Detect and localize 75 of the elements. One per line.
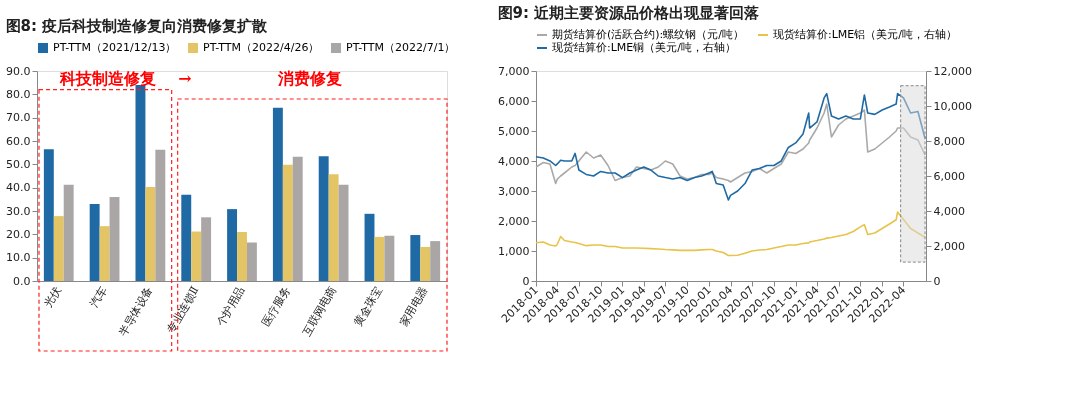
y2-tick-label: 8,000 xyxy=(933,134,965,148)
bar xyxy=(191,231,202,281)
bar xyxy=(145,186,156,281)
y2-tick-label: 10,000 xyxy=(933,99,972,113)
y-tick-label: 10.0 xyxy=(6,251,31,265)
bar xyxy=(430,241,441,281)
y-tick-label: 5,000 xyxy=(498,124,530,138)
bar xyxy=(328,174,339,281)
y-tick-label: 4,000 xyxy=(498,154,530,168)
bar xyxy=(292,156,303,281)
bar xyxy=(53,216,64,281)
bar xyxy=(272,107,283,281)
bar xyxy=(410,235,421,281)
bar xyxy=(364,213,375,281)
chart-title: 图9: 近期主要资源品价格出现显著回落 xyxy=(497,4,761,22)
y2-tick-label: 12,000 xyxy=(933,64,972,78)
bar xyxy=(384,235,395,281)
y2-tick-label: 2,000 xyxy=(933,239,965,253)
line-series xyxy=(535,103,926,185)
x-tick-label: 互联网电商 xyxy=(300,284,339,339)
bar xyxy=(99,226,110,281)
legend-label: 期货结算价(活跃合约):螺纹钢（元/吨） xyxy=(552,28,744,41)
x-tick-label: 黄金珠宝 xyxy=(351,284,385,329)
bar xyxy=(338,184,349,281)
y-tick-label: 6,000 xyxy=(498,94,530,108)
y-tick-label: 20.0 xyxy=(6,227,31,241)
y-tick-label: 40.0 xyxy=(6,181,31,195)
chart-title: 图8: 疫后科技制造修复向消费修复扩散 xyxy=(5,17,269,35)
bar xyxy=(135,85,146,281)
y-tick-label: 70.0 xyxy=(6,111,31,125)
bar xyxy=(109,197,120,281)
bar xyxy=(63,184,74,281)
bar xyxy=(318,156,329,281)
bar xyxy=(155,149,166,281)
line-series xyxy=(535,211,926,257)
y-tick-label: 7,000 xyxy=(498,64,530,78)
legend-label: PT-TTM（2021/12/13） xyxy=(53,41,177,54)
y-tick-label: 1,000 xyxy=(498,244,530,258)
x-tick-label: 光伏 xyxy=(41,284,64,310)
bar xyxy=(237,232,247,281)
y-tick-label: 2,000 xyxy=(498,214,530,228)
x-tick-label: 汽车 xyxy=(87,284,110,310)
x-tick-label: 家用电器 xyxy=(397,284,431,329)
bar xyxy=(89,204,100,281)
y-tick-label: 0 xyxy=(522,274,530,288)
y-tick-label: 50.0 xyxy=(6,157,31,171)
legend-label: 现货结算价:LME铜（美元/吨，右轴） xyxy=(552,41,736,54)
line-series xyxy=(535,92,926,201)
annotation: → xyxy=(178,69,192,88)
legend-label: 现货结算价:LME铝（美元/吨，右轴） xyxy=(773,28,957,41)
bar xyxy=(282,164,293,281)
x-tick-label: 个护用品 xyxy=(213,284,248,329)
y-tick-label: 0.0 xyxy=(13,274,31,288)
y2-tick-label: 4,000 xyxy=(933,204,965,218)
y-tick-label: 30.0 xyxy=(6,204,31,218)
x-tick-label: 医疗服务 xyxy=(259,284,294,329)
bar xyxy=(227,209,238,281)
y-tick-label: 3,000 xyxy=(498,184,530,198)
bar xyxy=(43,149,54,281)
y-tick-label: 80.0 xyxy=(6,87,31,101)
y2-tick-label: 6,000 xyxy=(933,169,965,183)
y-tick-label: 60.0 xyxy=(6,134,31,148)
legend-label: PT-TTM（2022/4/26） xyxy=(203,41,320,54)
x-tick-label: 半导体设备 xyxy=(116,284,156,339)
bar xyxy=(374,236,385,281)
annotation: 科技制造修复 xyxy=(58,69,156,88)
bar xyxy=(181,194,192,281)
legend-label: PT-TTM（2022/7/1） xyxy=(346,41,456,54)
annotation: 消费修复 xyxy=(277,69,343,88)
y2-tick-label: 0 xyxy=(933,274,941,288)
x-tick-label: 专业连锁Ⅱ xyxy=(164,284,202,336)
bar xyxy=(201,217,212,281)
bar xyxy=(246,242,257,281)
bar xyxy=(420,246,431,281)
y-tick-label: 90.0 xyxy=(6,64,31,78)
